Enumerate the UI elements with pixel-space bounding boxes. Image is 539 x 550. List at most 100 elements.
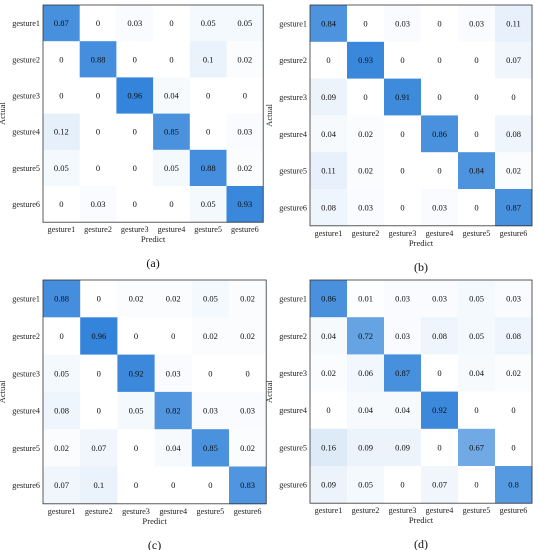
cell-value-label: 0.02 bbox=[203, 331, 218, 341]
cell-value-label: 0 bbox=[400, 55, 404, 65]
x-tick-label: gesture2 bbox=[84, 225, 112, 234]
matrix-cell bbox=[347, 354, 385, 392]
matrix-cell bbox=[191, 391, 230, 430]
matrix-cell bbox=[384, 354, 422, 392]
cell-value-label: 0 bbox=[245, 368, 249, 378]
matrix-cell bbox=[226, 113, 264, 151]
matrix-cell bbox=[458, 41, 496, 79]
y-tick-label: gesture6 bbox=[279, 203, 307, 212]
matrix-cell bbox=[458, 78, 496, 116]
matrix-cell bbox=[117, 317, 155, 355]
cell-value-label: 0.03 bbox=[432, 294, 447, 304]
cell-value-label: 0 bbox=[134, 480, 138, 490]
matrix-cell bbox=[421, 78, 459, 116]
cell-value-label: 0 bbox=[437, 166, 441, 176]
cell-value-label: 0.88 bbox=[54, 294, 69, 304]
cell-value-label: 0.04 bbox=[469, 368, 485, 378]
cell-value-label: 0.07 bbox=[54, 480, 69, 490]
cell-value-label: 0.02 bbox=[506, 166, 521, 176]
cell-value-label: 0.09 bbox=[358, 442, 373, 452]
cell-value-label: 0.84 bbox=[469, 166, 485, 176]
matrix-cell bbox=[384, 280, 422, 318]
cell-value-label: 0 bbox=[208, 368, 212, 378]
matrix-cell bbox=[229, 391, 267, 430]
matrix-cell bbox=[117, 280, 155, 318]
cell-value-label: 0 bbox=[326, 55, 330, 65]
cell-value-label: 0 bbox=[511, 442, 515, 452]
cell-value-label: 0.03 bbox=[432, 202, 447, 212]
cell-value-label: 0 bbox=[208, 480, 212, 490]
matrix-cell bbox=[117, 466, 155, 505]
matrix-cell bbox=[384, 317, 422, 355]
x-tick-label: gesture2 bbox=[352, 229, 380, 238]
x-tick-label: gesture2 bbox=[352, 506, 380, 515]
cell-value-label: 0.84 bbox=[321, 18, 337, 28]
matrix-cell bbox=[347, 428, 385, 467]
cell-value-label: 0.03 bbox=[395, 331, 410, 341]
cell-value-label: 0.72 bbox=[358, 331, 373, 341]
cell-value-label: 0 bbox=[96, 127, 100, 137]
y-tick-label: gesture6 bbox=[12, 481, 40, 490]
cell-value-label: 0.03 bbox=[127, 18, 142, 28]
cell-value-label: 0.04 bbox=[321, 129, 337, 139]
matrix-cell bbox=[347, 152, 385, 190]
cell-value-label: 0.03 bbox=[395, 294, 410, 304]
cell-value-label: 0 bbox=[169, 54, 173, 64]
panel-label: (b) bbox=[414, 260, 428, 274]
cell-value-label: 0.02 bbox=[129, 294, 144, 304]
matrix-cell bbox=[153, 149, 191, 187]
matrix-cell bbox=[495, 354, 533, 392]
matrix-cell bbox=[495, 428, 533, 467]
matrix-cell bbox=[79, 5, 117, 42]
cell-value-label: 0.04 bbox=[166, 443, 182, 453]
cell-value-label: 0.02 bbox=[54, 443, 69, 453]
cell-value-label: 0.05 bbox=[469, 294, 484, 304]
matrix-cell bbox=[310, 354, 348, 392]
matrix-cell bbox=[189, 186, 227, 223]
y-tick-label: gesture2 bbox=[12, 332, 40, 341]
matrix-cell bbox=[310, 152, 348, 190]
matrix-cell bbox=[495, 189, 533, 227]
cell-value-label: 0.05 bbox=[237, 18, 252, 28]
matrix-cell bbox=[43, 466, 81, 505]
cell-value-label: 0 bbox=[437, 55, 441, 65]
matrix-cell bbox=[458, 354, 496, 392]
matrix-cell bbox=[310, 466, 348, 504]
cell-value-label: 0.05 bbox=[201, 199, 216, 209]
cell-value-label: 0.02 bbox=[240, 294, 255, 304]
matrix-frame bbox=[42, 279, 267, 505]
cell-value-label: 0.86 bbox=[321, 294, 336, 304]
matrix-cell bbox=[347, 5, 385, 43]
matrix-cell bbox=[310, 428, 348, 467]
x-tick-label: gesture5 bbox=[197, 507, 225, 516]
matrix-cell bbox=[384, 466, 422, 504]
y-tick-label: gesture4 bbox=[279, 406, 307, 415]
matrix-cell bbox=[458, 317, 496, 355]
cell-value-label: 0 bbox=[133, 199, 137, 209]
cell-value-label: 0.8 bbox=[508, 480, 519, 490]
cell-value-label: 0.93 bbox=[358, 55, 373, 65]
matrix-cell bbox=[421, 317, 459, 355]
matrix-cell bbox=[458, 280, 496, 318]
matrix-cell bbox=[153, 186, 191, 223]
matrix-cell bbox=[495, 152, 533, 190]
matrix-cell bbox=[421, 466, 459, 504]
cell-value-label: 0.05 bbox=[54, 368, 69, 378]
matrix-cell bbox=[495, 466, 533, 504]
y-axis-label: Actual bbox=[0, 102, 7, 126]
matrix-frame bbox=[309, 279, 533, 504]
matrix-cell bbox=[421, 280, 459, 318]
confusion-matrix-panel: 0.88 0 0.02 0.02 0.05 0.02 0 0.96 0 0 0.02 0.02 0.05… bbox=[0, 279, 267, 550]
confusion-matrix-panel: 0.87 0 0.03 0 0.05 0.05 0 0.88 0 0 0.1 0.02 0 0 0.96 0.… bbox=[0, 4, 264, 270]
matrix-cell bbox=[191, 280, 230, 318]
matrix-cell bbox=[347, 391, 385, 430]
x-tick-label: gesture5 bbox=[463, 229, 491, 238]
matrix-cell bbox=[229, 317, 267, 355]
x-tick-label: gesture2 bbox=[85, 507, 113, 516]
cell-value-label: 0 bbox=[59, 199, 63, 209]
matrix-cell bbox=[229, 354, 267, 393]
matrix-cell bbox=[458, 391, 496, 430]
matrix-cell bbox=[229, 429, 267, 467]
cell-value-label: 0.96 bbox=[127, 91, 142, 101]
y-tick-label: gesture1 bbox=[12, 19, 40, 28]
